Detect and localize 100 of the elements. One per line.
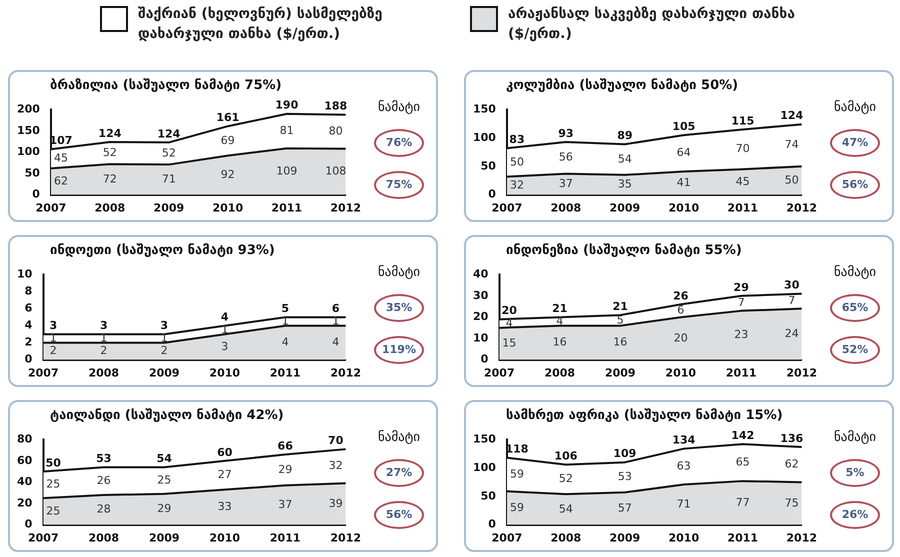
data-label: 71 [162, 172, 176, 186]
data-label: 7 [788, 294, 796, 308]
text: ნამატი [378, 430, 420, 445]
x-tick-label: 2007 [28, 366, 59, 380]
data-label: 7 [738, 296, 745, 310]
total-label: 3 [160, 319, 168, 332]
data-label: 4 [332, 336, 340, 349]
data-label: 57 [618, 501, 632, 514]
total-label: 70 [328, 434, 344, 448]
y-tick-label: 50 [480, 489, 496, 502]
chart-title: ინდონეზია (საშუალო ნამატი 55%) [506, 243, 742, 258]
legend-label: არაჟანსალ საკვებზე დახარჯული თანხა ($/ერთ.) [508, 5, 796, 44]
data-label: 52 [162, 146, 176, 160]
text: 35% [374, 294, 424, 322]
data-label: 16 [552, 336, 567, 349]
x-tick-label: 2008 [88, 531, 120, 544]
x-tick-label: 2012 [330, 531, 362, 544]
total-label: 54 [156, 452, 172, 466]
data-label: 70 [736, 142, 750, 156]
data-label: 62 [784, 457, 799, 470]
data-label: 35 [618, 178, 632, 191]
x-tick-label: 2010 [209, 366, 240, 380]
data-label: 45 [54, 152, 68, 165]
text: ნამატი [834, 265, 876, 280]
y-tick-label: 0 [488, 518, 496, 531]
data-label: 3 [221, 340, 228, 353]
data-label: 2 [50, 344, 57, 358]
data-label: 65 [736, 455, 750, 468]
data-label: 4 [556, 314, 564, 328]
x-tick-label: 2010 [665, 366, 696, 380]
y-tick-label: 8 [24, 284, 32, 298]
y-tick-label: 150 [472, 432, 496, 446]
data-label: 41 [676, 176, 691, 190]
total-label: 5 [281, 302, 290, 316]
x-tick-label: 2012 [330, 201, 362, 214]
chart-title: კოლუმბია (საშუალო ნამატი 50%) [506, 78, 738, 93]
data-label: 28 [96, 502, 111, 516]
x-tick-label: 2010 [668, 201, 700, 214]
x-tick-label: 2007 [484, 366, 515, 380]
total-label: 66 [278, 439, 294, 452]
y-tick-label: 100 [472, 130, 496, 144]
x-tick-label: 2008 [88, 366, 120, 380]
data-label: 32 [510, 178, 524, 192]
x-tick-label: 2011 [726, 366, 757, 380]
y-tick-label: 150 [472, 102, 496, 116]
y-tick-label: 0 [480, 352, 489, 366]
total-label: 118 [505, 442, 528, 456]
total-label: 21 [552, 302, 568, 316]
total-label: 161 [216, 111, 240, 124]
text: ნამატი [834, 430, 876, 445]
total-label: 105 [672, 120, 696, 134]
data-label: 15 [502, 336, 516, 350]
data-label: 72 [102, 172, 117, 186]
x-tick-label: 2009 [148, 366, 180, 380]
total-label: 60 [217, 446, 233, 459]
data-label: 20 [674, 331, 688, 344]
total-label: 83 [509, 133, 525, 146]
y-tick-label: 100 [472, 460, 496, 474]
y-tick-label: 150 [16, 124, 40, 137]
x-tick-label: 2009 [610, 201, 640, 214]
y-tick-label: 40 [472, 267, 489, 280]
data-label: 52 [558, 472, 573, 486]
data-label: 26 [96, 474, 111, 487]
total-label: 109 [613, 447, 636, 460]
y-tick-label: 2 [24, 336, 32, 349]
data-label: 23 [734, 328, 748, 342]
total-label: 20 [502, 304, 518, 318]
text: 5% [830, 459, 880, 487]
data-label: 1 [50, 331, 57, 344]
data-label: 71 [676, 497, 691, 510]
data-label: 1 [332, 314, 340, 328]
data-label: 29 [157, 502, 172, 516]
y-tick-label: 80 [16, 432, 33, 446]
total-label: 190 [275, 98, 299, 112]
chart-title: ბრაზილია (საშუალო ნამატი 75%) [50, 78, 282, 93]
x-tick-label: 2008 [550, 201, 582, 214]
data-label: 1 [282, 314, 289, 328]
y-tick-label: 0 [488, 188, 496, 201]
total-label: 142 [731, 429, 754, 442]
data-label: 75 [784, 496, 799, 510]
data-label: 45 [736, 174, 750, 188]
data-label: 16 [613, 336, 628, 349]
total-label: 115 [731, 114, 754, 128]
total-label: 124 [157, 127, 181, 140]
x-tick-label: 2009 [604, 366, 636, 380]
data-label: 54 [558, 502, 573, 516]
data-label: 109 [276, 164, 298, 178]
data-label: 59 [510, 467, 524, 480]
data-label: 25 [157, 473, 172, 486]
data-label: 69 [220, 134, 235, 147]
data-label: 29 [278, 462, 292, 476]
total-label: 3 [49, 319, 58, 332]
x-tick-label: 2012 [786, 366, 818, 380]
y-tick-label: 6 [24, 302, 33, 315]
y-tick-label: 100 [16, 145, 40, 158]
text: ნამატი [378, 100, 420, 115]
data-label: 108 [325, 164, 346, 178]
y-tick-label: 60 [16, 454, 33, 467]
x-tick-label: 2010 [212, 201, 244, 214]
text: 75% [374, 171, 424, 199]
